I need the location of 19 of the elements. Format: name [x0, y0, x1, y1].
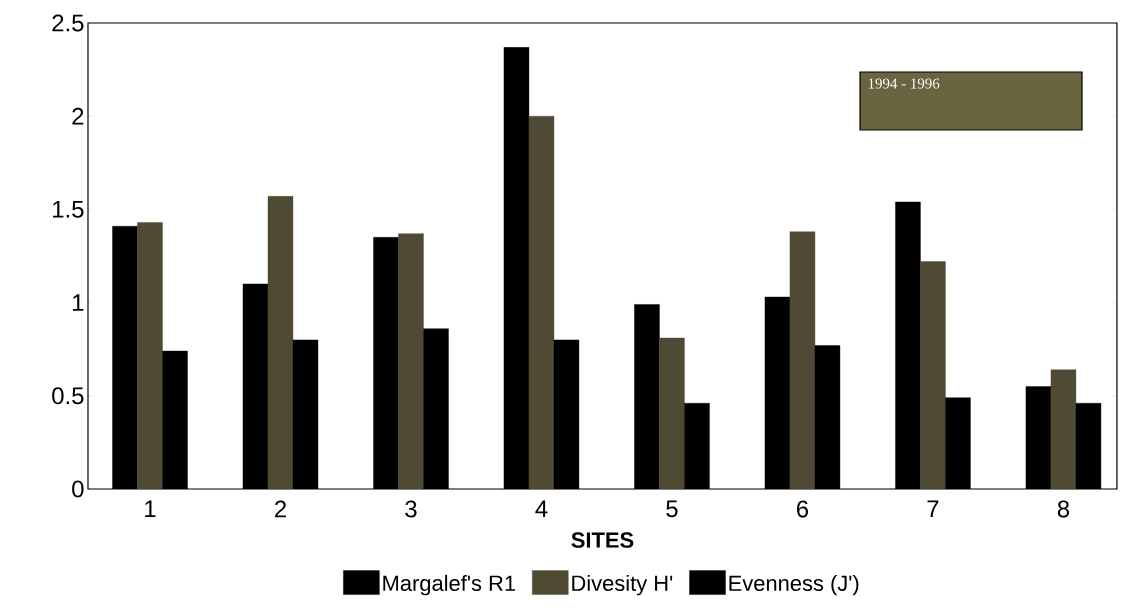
- y-tick-label: 1.5: [53, 201, 84, 218]
- x-tick-label: 8: [1057, 500, 1070, 518]
- y-tick-label: 1: [73, 294, 84, 311]
- x-tick-label: 5: [666, 500, 678, 518]
- x-tick-label: 4: [535, 500, 548, 517]
- y-tick-label: 2.5: [52, 14, 84, 32]
- x-axis-title: SITES: [571, 532, 634, 548]
- x-tick-label: 1: [145, 500, 156, 517]
- y-tick-label: 2: [72, 107, 84, 125]
- legend-label: Evenness (J'): [729, 574, 859, 596]
- annotation: 1994 - 1996: [868, 78, 940, 89]
- x-tick-label: 6: [797, 500, 809, 518]
- x-tick-label: 7: [927, 500, 939, 517]
- y-tick-label: 0.5: [52, 387, 84, 405]
- x-tick-label: 3: [405, 500, 417, 518]
- y-tick-label: 0: [72, 480, 84, 498]
- legend-label: Divesity H': [572, 574, 673, 596]
- legend-label: Margalef's R1: [383, 574, 515, 596]
- x-tick-label: 2: [275, 500, 286, 518]
